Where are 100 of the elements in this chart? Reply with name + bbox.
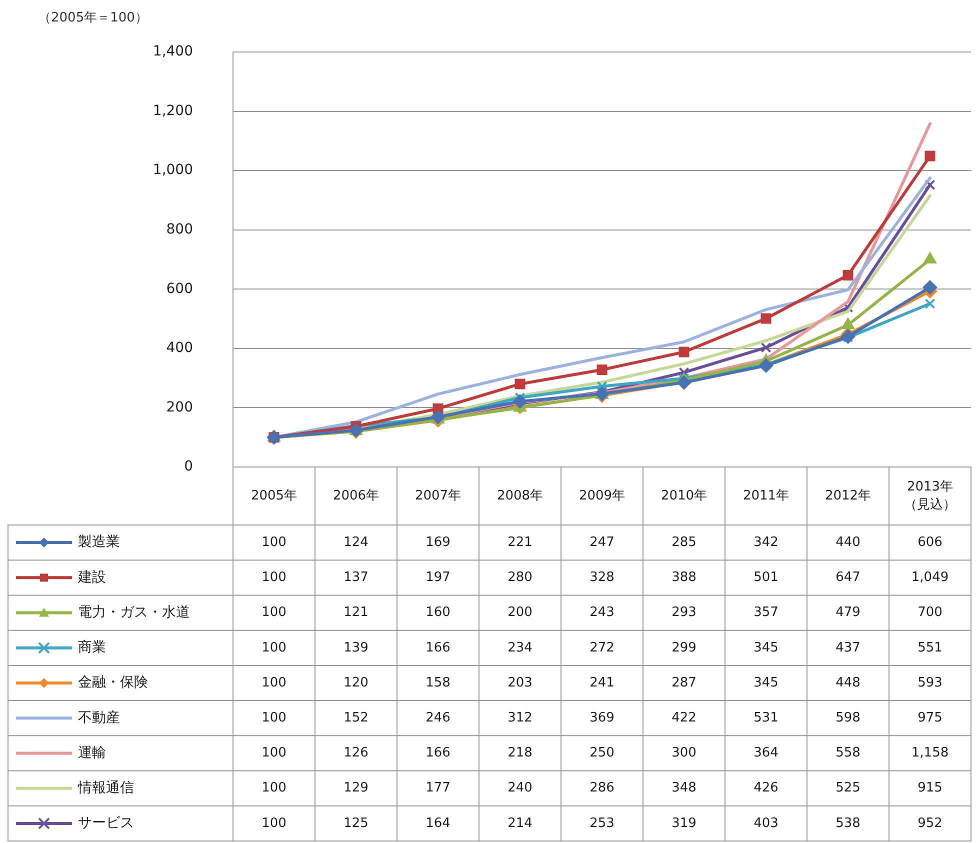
data-label: 312: [508, 710, 532, 726]
data-label: 152: [344, 710, 368, 726]
data-label: 166: [426, 746, 450, 761]
data-label: 647: [836, 570, 860, 586]
data-label: 100: [262, 710, 286, 726]
data-label: 240: [508, 780, 532, 796]
data-label: 448: [836, 675, 860, 690]
x-tick-label: 2006年: [332, 488, 380, 504]
data-label: 437: [836, 640, 860, 656]
data-label: 250: [590, 746, 614, 761]
data-label: 525: [836, 780, 860, 796]
legend-label: 電力・ガス・水道: [78, 604, 190, 620]
legend-label: サービス: [78, 815, 134, 832]
legend-label: 製造業: [78, 534, 120, 550]
data-label: 345: [754, 675, 778, 690]
data-label: 364: [754, 746, 778, 761]
data-label: 221: [508, 534, 532, 550]
data-label: 975: [918, 710, 942, 726]
data-label: 342: [754, 534, 778, 550]
data-label: 137: [344, 570, 368, 586]
data-label: 357: [754, 605, 778, 620]
legend-label: 建設: [77, 569, 106, 586]
data-label: 1,049: [911, 570, 949, 586]
data-label: 422: [672, 710, 696, 726]
data-label: 203: [508, 675, 532, 690]
data-label: 100: [262, 640, 286, 656]
data-label: 293: [672, 605, 696, 620]
data-label: 286: [590, 780, 614, 796]
data-label: 319: [672, 816, 696, 831]
data-label: 593: [918, 675, 942, 690]
data-label: 197: [426, 570, 450, 586]
data-label: 218: [508, 746, 532, 761]
legend-label: 運輸: [78, 744, 106, 761]
data-label: 287: [672, 675, 696, 690]
data-label: 479: [836, 605, 860, 620]
data-label: 247: [590, 534, 614, 550]
y-tick-label: 1,400: [152, 44, 193, 60]
y-tick-label: 400: [166, 340, 193, 356]
data-label: 120: [344, 675, 368, 690]
data-label: 915: [918, 780, 942, 796]
data-label: 501: [754, 570, 778, 586]
data-label: 160: [426, 605, 450, 620]
data-label: 345: [754, 640, 778, 656]
x-tick-label: 2012年: [824, 488, 872, 504]
data-label: 538: [836, 816, 860, 831]
data-label: 139: [344, 640, 368, 656]
data-label: 234: [508, 640, 532, 656]
legend-label: 商業: [78, 640, 106, 656]
y-axis-title: （2005年＝100）: [38, 10, 148, 26]
data-label: 280: [508, 570, 532, 586]
x-tick-label: 2010年: [660, 488, 708, 504]
data-label: 100: [262, 570, 286, 586]
data-label: 531: [754, 710, 778, 726]
x-tick-label: 2011年: [742, 488, 790, 504]
data-label: 100: [262, 780, 286, 796]
data-label: 125: [344, 816, 368, 831]
data-label: 551: [918, 640, 942, 656]
data-label: 246: [426, 710, 450, 726]
data-label: 403: [754, 816, 778, 831]
data-label: 299: [672, 640, 696, 656]
data-label: 700: [918, 605, 942, 620]
data-label: 158: [426, 675, 450, 690]
data-label: 1,158: [911, 746, 949, 761]
data-label: 121: [344, 605, 368, 620]
data-label: 100: [262, 605, 286, 620]
data-label: 166: [426, 640, 450, 656]
y-tick-label: 1,200: [152, 102, 193, 119]
data-label: 328: [590, 570, 614, 586]
data-label: 100: [262, 816, 286, 831]
data-label: 348: [672, 780, 696, 796]
data-label: 214: [508, 816, 532, 831]
x-tick-label: 2005年: [250, 488, 298, 504]
y-tick-label: 800: [166, 222, 193, 238]
data-label: 124: [344, 534, 368, 550]
data-label: 100: [262, 675, 286, 690]
data-label: 272: [590, 640, 614, 656]
data-label: 558: [836, 746, 860, 761]
data-label: 126: [344, 746, 368, 761]
data-label: 369: [590, 710, 614, 726]
data-label: 129: [344, 780, 368, 796]
data-label: 285: [672, 534, 696, 550]
legend-label: 不動産: [78, 710, 120, 726]
x-tick-label: 2007年: [414, 488, 462, 504]
data-label: 164: [426, 816, 450, 831]
x-tick-label: 2009年: [578, 488, 626, 504]
legend-label: 金融・保険: [78, 674, 148, 691]
data-label: 100: [262, 746, 286, 761]
y-tick-label: 0: [184, 458, 193, 475]
data-label: 169: [426, 534, 450, 550]
data-label: 177: [426, 780, 450, 796]
legend-label: 情報通信: [77, 780, 134, 796]
x-tick-label: 2013年（見込）: [904, 479, 956, 512]
data-label: 200: [508, 605, 532, 620]
data-label: 100: [262, 534, 286, 550]
data-label: 241: [590, 675, 614, 690]
y-tick-label: 600: [166, 280, 193, 297]
data-label: 243: [590, 605, 614, 620]
data-label: 606: [918, 534, 942, 550]
data-label: 253: [590, 816, 614, 831]
y-tick-label: 200: [166, 399, 193, 416]
